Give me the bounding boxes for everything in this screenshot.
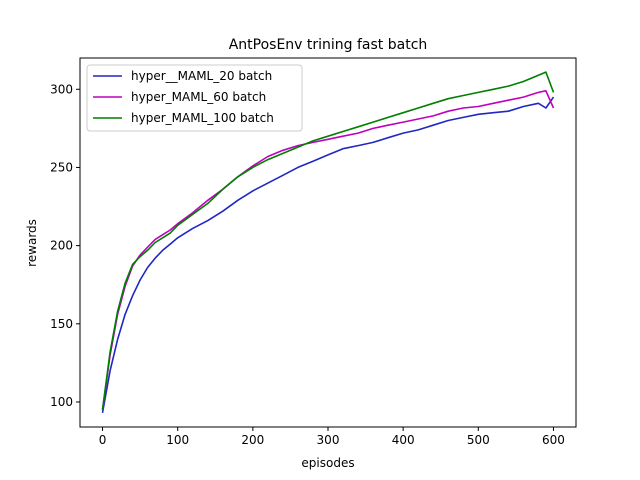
x-tick-label: 600 xyxy=(542,433,565,447)
y-axis: 100 150 200 250 300 xyxy=(50,82,80,409)
legend-box xyxy=(86,64,303,132)
legend-label-1: hyper__MAML_20 batch xyxy=(131,69,272,83)
chart-title: AntPosEnv trining fast batch xyxy=(229,37,428,53)
y-axis-label: rewards xyxy=(25,219,39,267)
x-tick-label: 300 xyxy=(317,433,340,447)
x-tick-label: 0 xyxy=(99,433,107,447)
x-tick-label: 200 xyxy=(241,433,264,447)
x-axis: 0 100 200 300 400 500 600 xyxy=(99,427,565,447)
x-axis-label: episodes xyxy=(301,456,354,470)
y-tick-label: 300 xyxy=(50,82,73,96)
y-tick-label: 250 xyxy=(50,160,73,174)
y-tick-label: 200 xyxy=(50,239,73,253)
x-tick-label: 100 xyxy=(166,433,189,447)
series-layer xyxy=(101,71,555,414)
x-tick-label: 500 xyxy=(467,433,490,447)
series-line-2 xyxy=(101,90,555,410)
legend-label-2: hyper_MAML_60 batch xyxy=(131,90,266,104)
legend-label-3: hyper_MAML_100 batch xyxy=(131,111,274,125)
x-tick-label: 400 xyxy=(392,433,415,447)
y-tick-label: 150 xyxy=(50,317,73,331)
series-line-3 xyxy=(101,71,555,410)
y-tick-label: 100 xyxy=(50,395,73,409)
legend: hyper__MAML_20 batch hyper_MAML_60 batch h… xyxy=(86,64,303,132)
series-line-1 xyxy=(101,96,555,414)
